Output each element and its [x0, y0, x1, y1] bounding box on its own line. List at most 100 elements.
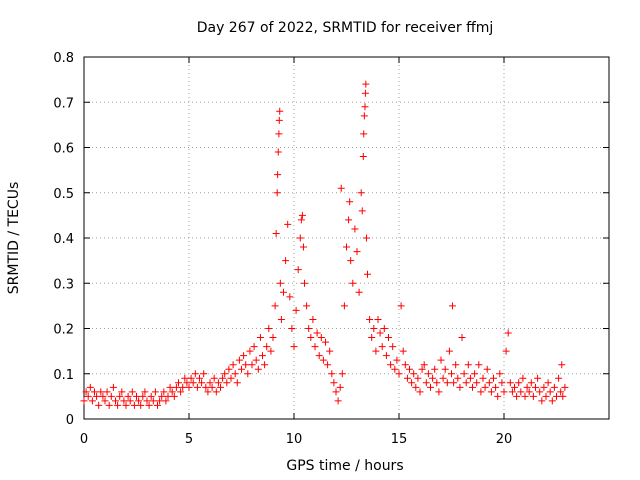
- data-point: [431, 365, 439, 373]
- data-point: [479, 374, 487, 382]
- data-point: [357, 189, 365, 197]
- data-point: [187, 374, 195, 382]
- data-point: [345, 216, 353, 224]
- y-tick-label: 0.3: [53, 277, 74, 292]
- data-point: [494, 392, 502, 400]
- data-point: [322, 338, 329, 346]
- data-point: [473, 379, 481, 387]
- data-point: [135, 397, 143, 405]
- data-point: [517, 388, 525, 396]
- data-point: [116, 392, 124, 400]
- data-point: [124, 392, 132, 400]
- data-point: [168, 388, 176, 396]
- data-point: [204, 388, 212, 396]
- data-point: [296, 234, 304, 242]
- data-point: [177, 388, 185, 396]
- data-point: [225, 365, 233, 373]
- data-point: [324, 361, 332, 369]
- y-tick-label: 0.8: [53, 51, 74, 66]
- data-point: [330, 379, 338, 387]
- data-point: [347, 257, 355, 265]
- data-point: [107, 392, 115, 400]
- data-point: [93, 392, 101, 400]
- data-point: [277, 315, 285, 323]
- data-point: [525, 388, 533, 396]
- data-point: [424, 370, 432, 378]
- data-point: [529, 392, 537, 400]
- data-point: [274, 171, 282, 179]
- data-point: [80, 397, 88, 405]
- data-point: [227, 374, 235, 382]
- data-point: [99, 392, 107, 400]
- data-point: [337, 184, 345, 192]
- data-point: [368, 334, 376, 342]
- x-tick-label: 0: [80, 432, 88, 447]
- data-point: [185, 383, 193, 391]
- data-point: [275, 130, 283, 138]
- data-point: [248, 361, 256, 369]
- data-point: [358, 207, 366, 215]
- data-point: [95, 401, 103, 409]
- data-point: [353, 248, 361, 256]
- data-point: [298, 211, 306, 219]
- data-point: [538, 397, 546, 405]
- data-point: [340, 302, 348, 310]
- data-point: [166, 383, 174, 391]
- x-tick-label: 15: [391, 432, 408, 447]
- data-point: [397, 302, 405, 310]
- data-point: [141, 388, 149, 396]
- data-point: [181, 374, 189, 382]
- data-point: [263, 343, 271, 351]
- data-point: [351, 225, 359, 233]
- data-point: [374, 315, 382, 323]
- data-point: [183, 379, 191, 387]
- data-point: [477, 388, 485, 396]
- data-point: [114, 401, 122, 409]
- data-point: [372, 347, 380, 355]
- data-point: [105, 401, 113, 409]
- data-point: [406, 365, 413, 373]
- data-point: [513, 392, 521, 400]
- data-point: [326, 347, 334, 355]
- data-point: [450, 379, 458, 387]
- data-point: [452, 361, 460, 369]
- data-point: [439, 374, 447, 382]
- data-point: [82, 388, 90, 396]
- data-point: [202, 383, 210, 391]
- y-tick-label: 0.6: [53, 142, 74, 157]
- data-point: [391, 365, 399, 373]
- grid-lines: [84, 57, 609, 419]
- data-point: [410, 370, 418, 378]
- data-point: [221, 370, 229, 378]
- data-point: [338, 370, 346, 378]
- data-point: [511, 383, 518, 391]
- data-point: [256, 334, 264, 342]
- data-point: [133, 392, 140, 400]
- data-point: [91, 388, 98, 396]
- data-point: [555, 374, 563, 382]
- data-point: [261, 361, 269, 369]
- data-point: [88, 397, 96, 405]
- data-point: [276, 279, 284, 287]
- x-tick-label: 20: [496, 432, 513, 447]
- data-point: [122, 401, 130, 409]
- data-point: [506, 379, 514, 387]
- data-point: [301, 279, 308, 287]
- data-point: [214, 379, 222, 387]
- data-points: [80, 80, 569, 409]
- data-point: [282, 257, 290, 265]
- x-tick-label: 10: [286, 432, 303, 447]
- data-point: [143, 397, 151, 405]
- data-point: [527, 379, 535, 387]
- data-point: [500, 388, 508, 396]
- data-point: [84, 392, 92, 400]
- data-point: [498, 379, 506, 387]
- y-tick-label: 0.7: [53, 96, 74, 111]
- data-point: [418, 365, 426, 373]
- data-point: [540, 383, 548, 391]
- data-point: [246, 347, 254, 355]
- data-point: [154, 401, 161, 409]
- data-point: [217, 383, 224, 391]
- data-point: [145, 401, 153, 409]
- y-tick-label: 0.2: [53, 323, 74, 338]
